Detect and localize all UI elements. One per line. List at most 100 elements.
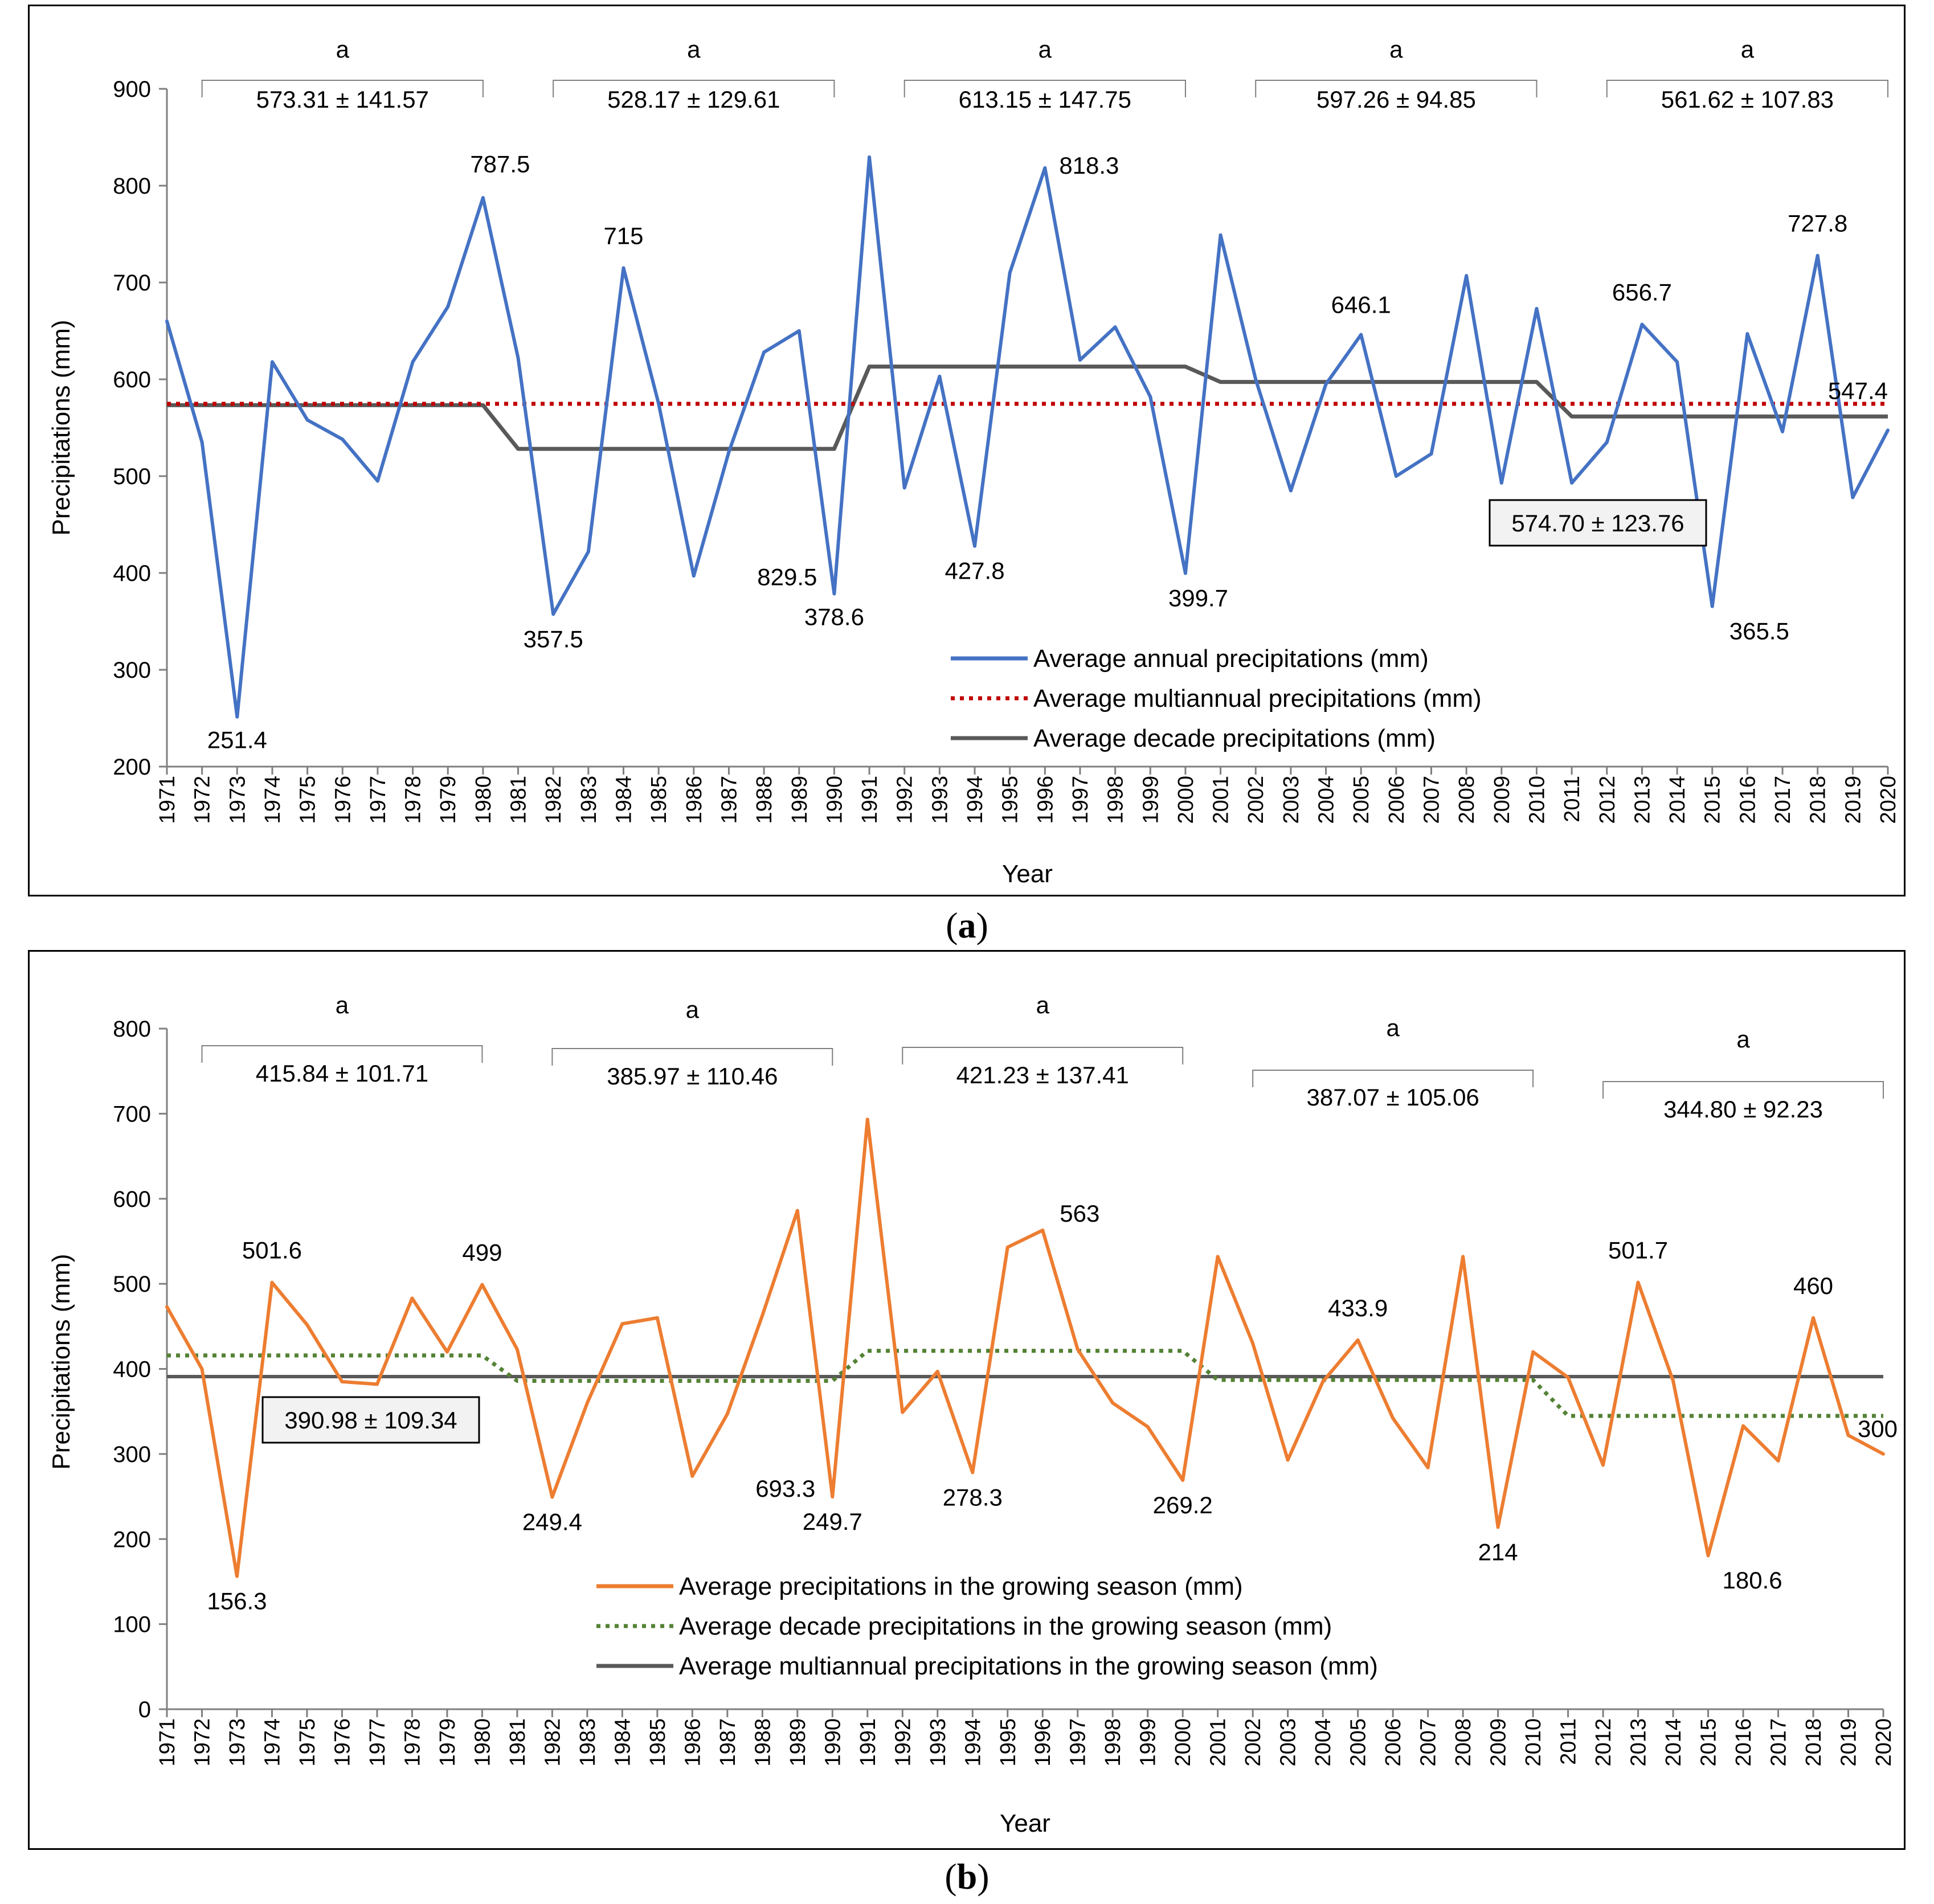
chart-b-x-tick-label: 2006 (1381, 1718, 1405, 1767)
chart-a-point-label: 399.7 (1168, 585, 1228, 612)
chart-a-x-tick-label: 1986 (682, 776, 706, 824)
chart-a-data-point (1359, 333, 1363, 337)
chart-b-x-tick-label: 1982 (541, 1718, 565, 1767)
chart-a-x-tick-label: 1997 (1069, 776, 1093, 824)
chart-b-x-tick-label: 1973 (226, 1718, 250, 1767)
chart-a-x-tick-label: 2005 (1350, 776, 1373, 824)
chart-b-point-label: 278.3 (943, 1484, 1003, 1510)
chart-b-x-tick-label: 2003 (1277, 1718, 1301, 1767)
caption-b: (b) (944, 1856, 990, 1897)
chart-b-x-tick-label: 2016 (1732, 1718, 1756, 1767)
chart-a-y-tick-label: 400 (113, 561, 151, 586)
chart-b-y-tick-label: 100 (113, 1612, 151, 1637)
chart-b-data-point (1566, 1375, 1570, 1379)
chart-b-x-tick-label: 1979 (436, 1718, 460, 1767)
chart-b-data-point (235, 1574, 239, 1578)
chart-b-data-point (760, 1313, 764, 1317)
chart-a-data-point (1289, 489, 1293, 493)
chart-a-x-tick-label: 1980 (472, 776, 496, 824)
chart-panel-a: 200 300 400 500 600 700 800 900 1971 1972 1973 1974… (28, 5, 1906, 896)
caption-b-label: b (956, 1856, 978, 1897)
chart-b-x-tick-label: 1994 (961, 1718, 985, 1767)
chart-b-overall-stat-text: 390.98 ± 109.34 (284, 1407, 457, 1434)
chart-b-x-tick-label: 1984 (611, 1718, 635, 1767)
chart-b-data-point (445, 1350, 449, 1354)
chart-b-decade-bracket (1252, 1070, 1534, 1087)
chart-b-decade-stat: 344.80 ± 92.23 (1663, 1096, 1823, 1123)
chart-b-data-point (1076, 1348, 1080, 1352)
chart-a-y-tick-label: 200 (113, 755, 151, 780)
chart-b-data-point (1812, 1316, 1816, 1320)
chart-b-x-tick-label: 1978 (400, 1718, 424, 1767)
chart-b-data-point (1846, 1434, 1850, 1438)
chart-b-x-tick-label: 2000 (1171, 1718, 1195, 1767)
chart-b-x-tick-label: 2019 (1837, 1718, 1861, 1767)
chart-b-decade-significance-letter: a (1036, 992, 1050, 1018)
chart-b-decade-significance-letter: a (336, 992, 349, 1018)
chart-b-y-tick-label: 800 (113, 1017, 151, 1042)
chart-a-x-tick-label: 2018 (1806, 776, 1830, 824)
chart-b-data-point (515, 1348, 519, 1352)
chart-b-data-point (1005, 1245, 1009, 1249)
chart-b-data-point (1601, 1463, 1605, 1467)
chart-b-point-label: 563 (1060, 1200, 1099, 1227)
chart-b-overall-stat-box (261, 1396, 480, 1444)
chart-a-decade-significance-letter: a (687, 36, 701, 63)
chart-a-data-point (727, 450, 731, 454)
chart-a-data-point (1078, 358, 1082, 362)
chart-b-x-tick-label: 1981 (506, 1718, 530, 1767)
chart-a-decade-bracket (553, 80, 835, 97)
chart-a-x-tick-label: 2000 (1174, 776, 1198, 824)
chart-a-data-point (1499, 481, 1503, 485)
chart-b-y-tick-label: 200 (113, 1527, 151, 1552)
chart-a-decade-bracket (903, 80, 1186, 97)
chart-a-data-point (1324, 382, 1328, 386)
chart-a-data-point (1675, 360, 1679, 364)
chart-a-point-label: 715 (603, 223, 643, 249)
chart-a-y-tick-label: 300 (113, 658, 151, 683)
chart-b-x-tick-label: 1975 (296, 1718, 320, 1767)
chart-b-data-point (375, 1382, 379, 1386)
chart-b-data-point (655, 1316, 659, 1320)
chart-b-x-tick-label: 2007 (1417, 1718, 1441, 1767)
chart-b-x-tick-label: 2001 (1207, 1718, 1230, 1767)
chart-a-data-point (1008, 271, 1012, 275)
chart-b-legend-label: Average decade precipitations in the gro… (679, 1612, 1332, 1640)
chart-b-y-axis-label: Precipitations (mm) (47, 1254, 75, 1470)
chart-a-x-tick-label: 2009 (1490, 776, 1514, 824)
chart-a-data-point (1605, 440, 1609, 444)
chart-b-y-tick-label: 400 (113, 1357, 151, 1382)
chart-a-overall-stat-text: 574.70 ± 123.76 (1511, 510, 1684, 537)
chart-b-x-tick-label: 1990 (821, 1718, 845, 1767)
chart-a-data-point (1781, 429, 1785, 433)
chart-a-x-tick-label: 2004 (1315, 776, 1339, 824)
chart-a-x-tick-label: 1972 (191, 776, 215, 824)
chart-b-x-tick-label: 1992 (891, 1718, 915, 1767)
chart-a-x-tick-label: 2016 (1736, 776, 1760, 824)
chart-b-data-point (1776, 1459, 1780, 1463)
chart-a-decade-significance-letter: a (1038, 36, 1052, 63)
chart-b-decade-significance-letter: a (1736, 1026, 1750, 1053)
chart-a-data-point (1183, 571, 1187, 575)
chart-b-x-tick-label: 2010 (1522, 1718, 1545, 1767)
chart-a-x-tick-label: 2012 (1596, 776, 1620, 824)
chart-a-decade-significance-letter: a (336, 36, 350, 63)
chart-b-x-tick-label: 1998 (1101, 1718, 1125, 1767)
chart-a-data-point (1570, 481, 1574, 485)
chart-b-x-tick-label: 1988 (751, 1718, 775, 1767)
chart-a-x-tick-label: 2002 (1244, 776, 1268, 824)
chart-a-point-label: 378.6 (804, 603, 864, 630)
chart-b-data-point (200, 1367, 204, 1371)
chart-b-data-point (901, 1410, 905, 1414)
chart-a-data-point (762, 350, 766, 354)
chart-b-data-point (480, 1283, 484, 1287)
chart-b-data-point (410, 1296, 414, 1300)
chart-a-x-tick-label: 1979 (436, 776, 460, 824)
chart-a-data-point (270, 360, 274, 364)
chart-b-data-point (971, 1471, 975, 1475)
chart-a-x-tick-label: 1982 (542, 776, 566, 824)
chart-b-data-point (620, 1322, 624, 1326)
chart-a-data-point (1394, 474, 1398, 478)
chart-a-x-tick-label: 2014 (1666, 776, 1690, 824)
chart-a-data-point (1710, 604, 1714, 608)
